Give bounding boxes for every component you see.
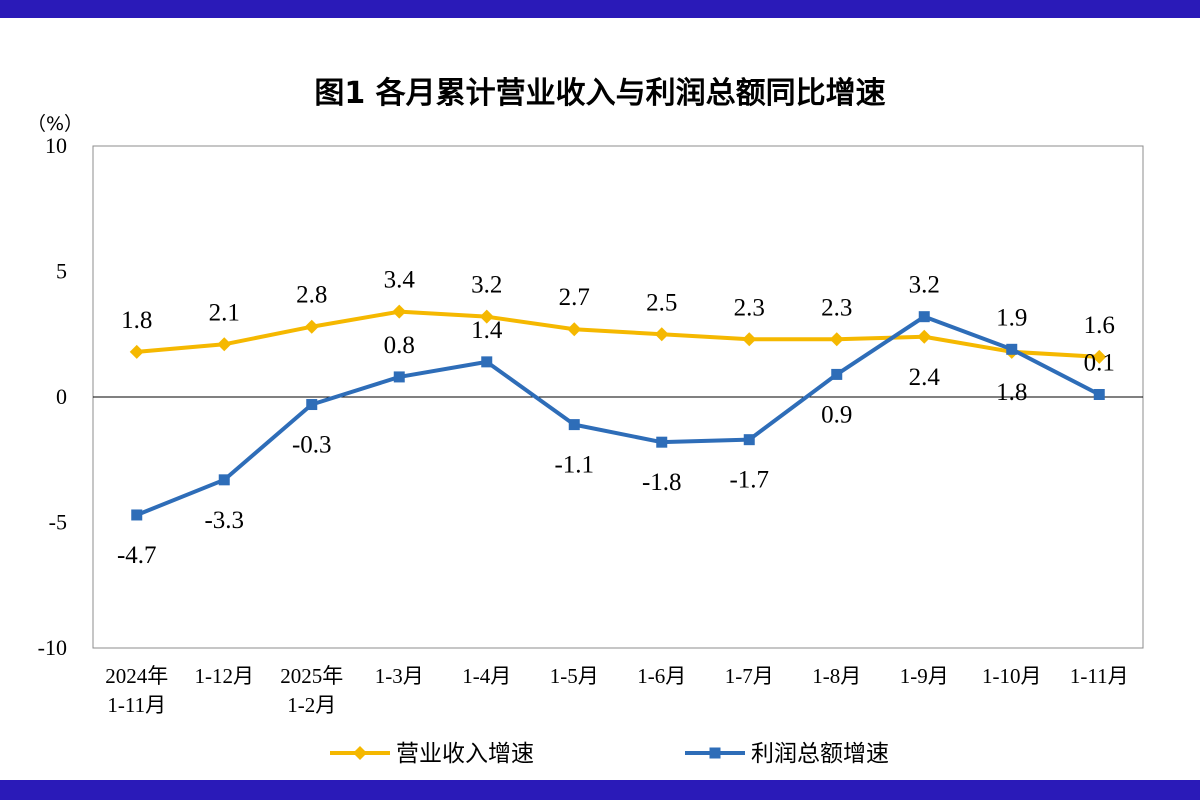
data-point <box>479 309 494 324</box>
data-label: -1.1 <box>554 452 594 479</box>
series-line-2 <box>136 314 1101 517</box>
data-point <box>829 332 844 347</box>
data-point <box>567 322 582 337</box>
data-point <box>917 329 932 344</box>
x-tick-label: 2025年 <box>280 664 343 688</box>
x-tick-label: 1-5月 <box>550 664 599 688</box>
data-point <box>743 434 755 446</box>
data-point <box>393 371 405 383</box>
data-label: 0.1 <box>1084 349 1115 376</box>
x-tick-label: 1-3月 <box>375 664 424 688</box>
data-label: -1.7 <box>729 467 769 494</box>
data-point <box>481 356 493 368</box>
x-tick-label: 1-2月 <box>287 693 336 717</box>
legend-marker <box>709 747 721 759</box>
data-label: 2.4 <box>909 364 941 391</box>
data-label: -3.3 <box>204 507 244 534</box>
data-label: 2.1 <box>209 299 240 326</box>
x-tick-label: 1-4月 <box>462 664 511 688</box>
data-label: 3.2 <box>471 272 502 299</box>
series-line-1 <box>136 309 1100 359</box>
y-axis-unit: （%） <box>27 113 83 135</box>
data-point <box>1006 343 1018 355</box>
data-label: 0.9 <box>821 401 852 428</box>
chart-title: 图1 各月累计营业收入与利润总额同比增速 <box>314 76 885 111</box>
x-tick-label: 1-12月 <box>195 664 255 688</box>
chart-frame: 图1 各月累计营业收入与利润总额同比增速 （%） 10 5 0 -5 -10 2024年… <box>0 18 1200 780</box>
data-point <box>131 509 143 521</box>
data-point <box>392 304 407 319</box>
line-chart: 图1 各月累计营业收入与利润总额同比增速 （%） 10 5 0 -5 -10 2024年… <box>27 76 1144 767</box>
y-tick-label: -5 <box>49 510 67 535</box>
y-tick-label: -10 <box>38 635 67 660</box>
x-tick-label: 1-11月 <box>1070 664 1129 688</box>
data-label: -1.8 <box>642 469 682 496</box>
data-label: 1.8 <box>121 307 152 334</box>
data-point <box>568 419 580 431</box>
x-tick-label: 1-11月 <box>107 693 166 717</box>
data-point <box>1092 349 1107 364</box>
data-label: 1.6 <box>1084 312 1115 339</box>
legend-label: 营业收入增速 <box>396 741 534 767</box>
x-tick-label: 1-10月 <box>982 664 1042 688</box>
x-tick-label: 2024年 <box>105 664 168 688</box>
data-point <box>918 311 930 323</box>
data-label: 3.4 <box>384 267 416 294</box>
x-tick-label: 1-6月 <box>637 664 686 688</box>
data-label: 2.8 <box>296 282 327 309</box>
data-label: 1.8 <box>996 379 1027 406</box>
legend-marker <box>353 746 367 760</box>
data-point <box>831 368 843 380</box>
data-label: -0.3 <box>292 432 332 459</box>
y-tick-label: 0 <box>56 384 67 409</box>
data-point <box>304 319 319 334</box>
data-point <box>654 327 669 342</box>
data-point <box>218 474 230 486</box>
legend-label: 利润总额增速 <box>751 741 889 767</box>
data-point <box>1093 388 1105 400</box>
x-tick-label: 1-8月 <box>812 664 861 688</box>
data-point <box>129 344 144 359</box>
data-label: 2.3 <box>821 294 852 321</box>
data-point <box>217 337 232 352</box>
data-point <box>742 332 757 347</box>
data-label: 2.7 <box>559 284 590 311</box>
x-tick-label: 1-9月 <box>900 664 949 688</box>
data-label: -4.7 <box>117 542 157 569</box>
data-label: 2.3 <box>734 294 765 321</box>
y-tick-label: 5 <box>56 259 67 284</box>
y-tick-label: 10 <box>45 133 67 158</box>
data-point <box>656 436 668 448</box>
data-label: 1.9 <box>996 304 1027 331</box>
data-label: 2.5 <box>646 289 677 316</box>
data-label: 0.8 <box>384 332 415 359</box>
data-point <box>306 399 318 411</box>
data-label: 1.4 <box>471 317 503 344</box>
x-tick-label: 1-7月 <box>725 664 774 688</box>
data-label: 3.2 <box>909 272 940 299</box>
